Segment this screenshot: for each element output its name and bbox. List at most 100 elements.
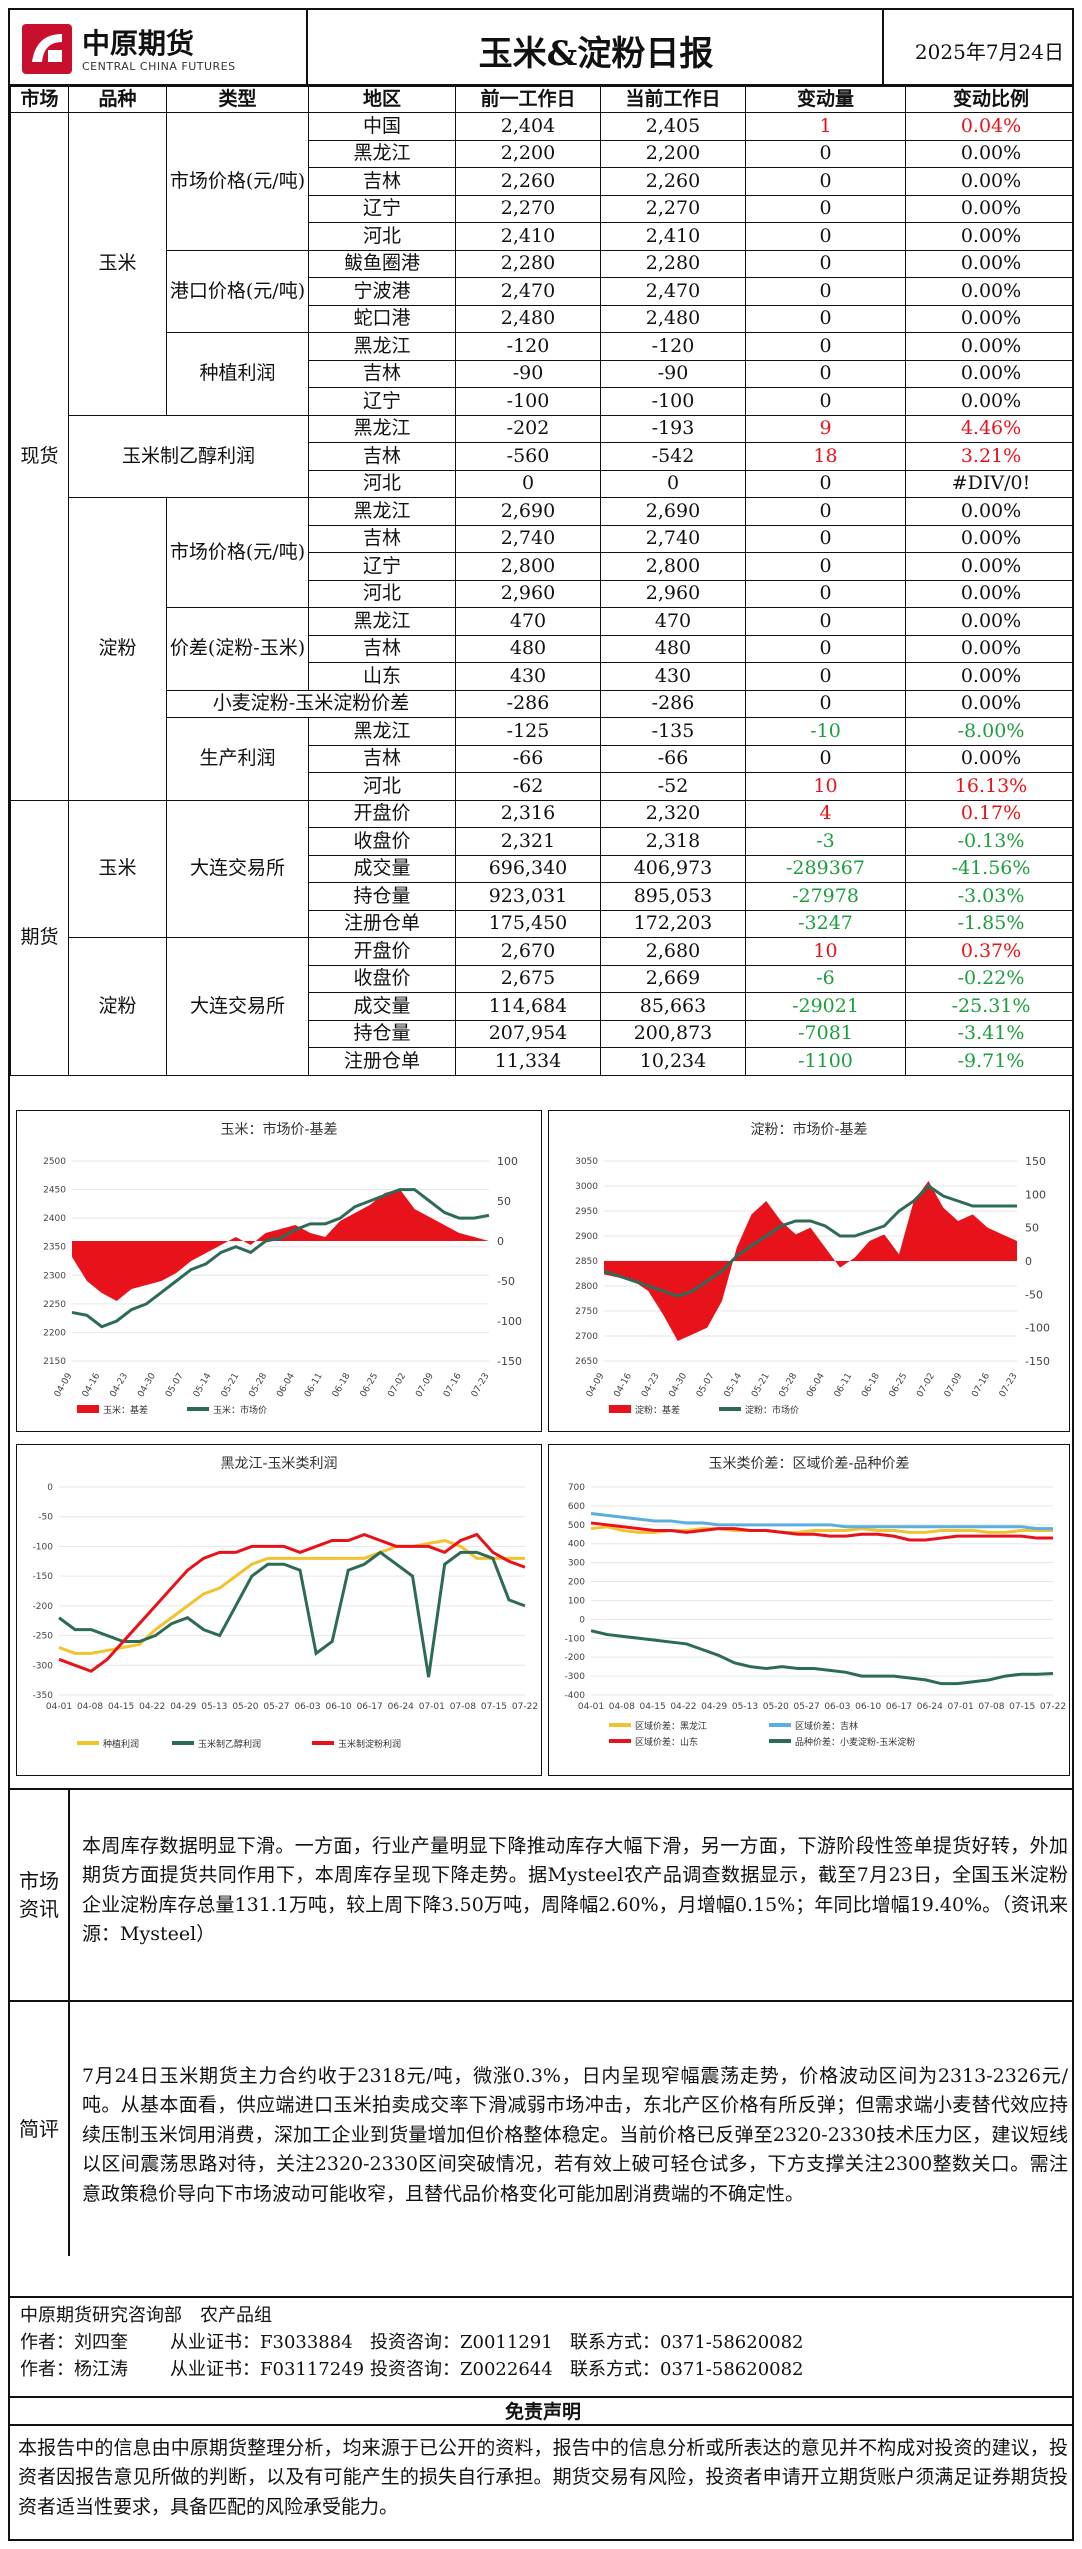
y-tick-label: -400	[565, 1691, 586, 1701]
y-tick-label: 2350	[43, 1243, 66, 1253]
table-row: 辽宁 2,800 2,800 0 0.00%	[11, 552, 1072, 581]
x-tick-label: 05-20	[763, 1702, 789, 1712]
change-cell: 0	[745, 222, 906, 251]
region-cell: 成交量	[308, 992, 456, 1021]
region-cell: 黑龙江	[308, 497, 456, 526]
x-tick-label: 06-17	[357, 1702, 383, 1712]
x-tick-label: 04-15	[640, 1702, 666, 1712]
chart-title: 玉米：市场价-基差	[220, 1122, 338, 1138]
prev-value-cell: 0	[455, 469, 601, 498]
x-tick-label: 06-10	[326, 1702, 352, 1712]
y-tick-label: 2800	[575, 1282, 598, 1292]
change-pct-cell: 0.00%	[905, 139, 1072, 168]
table-row: 河北 2,410 2,410 0 0.00%	[11, 222, 1072, 251]
basis-area	[604, 1181, 1017, 1341]
y2-tick-label: 150	[1025, 1155, 1046, 1168]
curr-value-cell: 2,280	[600, 249, 746, 278]
x-tick-label: 04-08	[609, 1702, 635, 1712]
change-cell: -7081	[745, 1019, 906, 1048]
prev-value-cell: 114,684	[455, 992, 601, 1021]
y-tick-label: 200	[568, 1578, 585, 1588]
x-tick-label: 04-15	[108, 1702, 134, 1712]
y-tick-label: -100	[33, 1542, 54, 1552]
y2-tick-label: 100	[497, 1155, 518, 1168]
author-author: 作者：刘四奎	[20, 2332, 128, 2353]
x-tick-label: 05-21	[750, 1372, 772, 1400]
x-tick-label: 07-23	[998, 1372, 1020, 1400]
x-tick-label: 07-02	[386, 1372, 408, 1400]
report-page: 中原期货 CENTRAL CHINA FUTURES 玉米&淀粉日报 2025年…	[8, 8, 1074, 2541]
table-row: 收盘价 2,321 2,318 -3 -0.13%	[11, 827, 1072, 856]
change-cell: 10	[745, 937, 906, 966]
x-tick-label: 07-16	[442, 1371, 464, 1399]
news-label: 市场资讯	[10, 1790, 70, 2000]
legend-swatch	[77, 1405, 99, 1413]
charts-area: 玉米：市场价-基差 2500 2450 2400 2350 2300 2250 2200 21…	[10, 1104, 1072, 1782]
curr-value-cell: 430	[600, 662, 746, 691]
change-pct-cell: -1.85%	[905, 909, 1072, 938]
change-pct-cell: 3.21%	[905, 442, 1072, 471]
x-tick-label: 04-01	[46, 1702, 72, 1712]
y-tick-label: 2700	[575, 1332, 598, 1342]
chart-title: 黑龙江-玉米类利润	[220, 1456, 338, 1472]
curr-value-cell: 470	[600, 607, 746, 636]
x-tick-label: 07-09	[414, 1371, 436, 1399]
region-cell: 黑龙江	[308, 607, 456, 636]
chart-svg: 7006005004003002001000-100-200-300-40004…	[565, 1483, 1067, 1748]
y2-tick-label: 50	[497, 1195, 511, 1208]
variety-label: 玉米	[68, 799, 167, 938]
prev-value-cell: 923,031	[455, 882, 601, 911]
change-cell: 0	[745, 744, 906, 773]
region-cell: 持仓量	[308, 1019, 456, 1048]
table-row: 种植利润 黑龙江 -120 -120 0 0.00%	[11, 332, 1072, 416]
y-tick-label: -350	[33, 1691, 54, 1701]
change-pct-cell: 0.00%	[905, 387, 1072, 416]
variety-label: 淀粉	[68, 497, 167, 801]
y-tick-label: 2250	[43, 1300, 66, 1310]
legend-label: 区域价差：山东	[635, 1736, 698, 1748]
change-pct-cell: -8.00%	[905, 717, 1072, 746]
comment-section: 简评 7月24日玉米期货主力合约收于2318元/吨，微涨0.3%，日内呈现窄幅震…	[10, 2000, 1072, 2256]
region-cell: 黑龙江	[308, 717, 456, 746]
region-cell: 鲅鱼圈港	[308, 249, 456, 278]
curr-value-cell: 2,270	[600, 194, 746, 223]
prev-value-cell: 470	[455, 607, 601, 636]
x-tick-label: 04-08	[77, 1702, 103, 1712]
prev-value-cell: -202	[455, 414, 601, 443]
change-cell: 0	[745, 304, 906, 333]
prev-value-cell: 696,340	[455, 854, 601, 883]
disclaimer-text: 本报告中的信息由中原期货整理分析，均来源于已公开的资料，报告中的信息分析或所表达…	[18, 2437, 1068, 2518]
y2-tick-label: 0	[497, 1235, 504, 1248]
prev-value-cell: 2,321	[455, 827, 601, 856]
table-header-row: 市场 品种 类型 地区 前一工作日 当前工作日 变动量 变动比例	[10, 86, 1072, 113]
y-tick-label: 300	[568, 1559, 585, 1569]
market-label: 现货	[10, 112, 69, 801]
table-row: 河北 2,960 2,960 0 0.00%	[11, 579, 1072, 608]
y-tick-label: 2150	[43, 1357, 66, 1367]
column-header: 变动比例	[905, 86, 1072, 113]
y-tick-label: 2450	[43, 1186, 66, 1196]
change-pct-cell: 0.37%	[905, 937, 1072, 966]
curr-value-cell: -66	[600, 744, 746, 773]
logo-text-en: CENTRAL CHINA FUTURES	[82, 60, 236, 73]
legend-label: 淀粉：市场价	[745, 1404, 799, 1416]
legend-label: 玉米：基差	[103, 1404, 148, 1416]
x-tick-label: 05-28	[247, 1371, 269, 1399]
region-cell: 蛇口港	[308, 304, 456, 333]
change-cell: 0	[745, 359, 906, 388]
y-tick-label: 2950	[575, 1207, 598, 1217]
column-header: 品种	[68, 86, 167, 113]
curr-value-cell: 406,973	[600, 854, 746, 883]
x-tick-label: 06-17	[886, 1702, 912, 1712]
y-tick-label: 2500	[43, 1157, 66, 1167]
x-tick-label: 04-29	[701, 1702, 727, 1712]
prev-value-cell: -120	[455, 332, 601, 361]
x-tick-label: 07-22	[1040, 1702, 1066, 1712]
x-tick-label: 07-15	[481, 1702, 507, 1712]
type-label: 市场价格(元/吨)	[166, 497, 309, 608]
change-pct-cell: -41.56%	[905, 854, 1072, 883]
change-cell: 0	[745, 607, 906, 636]
table-row: 港口价格(元/吨) 鲅鱼圈港 2,280 2,280 0 0.00%	[11, 249, 1072, 333]
legend-label: 淀粉：基差	[635, 1404, 680, 1416]
x-tick-label: 04-22	[670, 1702, 696, 1712]
